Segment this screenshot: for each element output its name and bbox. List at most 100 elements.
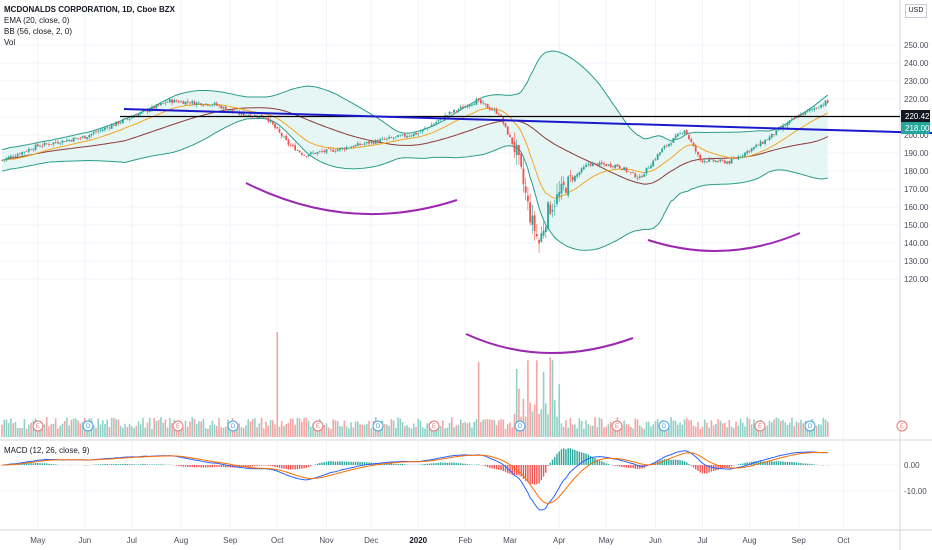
level-price-tag-text: 220.42 bbox=[905, 112, 930, 121]
bb-legend[interactable]: BB (56, close, 2, 0) bbox=[4, 27, 73, 36]
candle-body bbox=[388, 137, 391, 139]
candle-body bbox=[529, 202, 532, 223]
macd-hist-bar bbox=[182, 465, 184, 467]
candle-body bbox=[390, 137, 393, 139]
volume-bar bbox=[119, 425, 122, 437]
macd-hist-bar bbox=[475, 464, 478, 465]
vol-legend[interactable]: Vol bbox=[4, 38, 16, 47]
macd-hist-bar bbox=[433, 463, 435, 465]
volume-bar bbox=[679, 422, 681, 437]
volume-bar bbox=[638, 425, 641, 437]
volume-bar bbox=[417, 418, 420, 437]
candle-body bbox=[746, 151, 749, 154]
macd-hist-bar bbox=[719, 465, 722, 469]
candle-body bbox=[643, 174, 646, 177]
candle-body bbox=[283, 136, 285, 138]
ema-legend[interactable]: EMA (20, close, 0) bbox=[4, 16, 70, 25]
volume-bar bbox=[388, 425, 390, 437]
candle-body bbox=[603, 163, 605, 165]
volume-bar bbox=[741, 422, 744, 437]
volume-bar bbox=[748, 418, 751, 437]
candle-body bbox=[383, 139, 386, 140]
volume-bar bbox=[737, 425, 740, 437]
volume-bar bbox=[155, 421, 158, 437]
macd-hist-bar bbox=[222, 465, 225, 468]
volume-bar bbox=[327, 427, 330, 437]
candle-body bbox=[750, 148, 753, 152]
candle-body bbox=[1, 160, 3, 161]
event-circle bbox=[514, 420, 526, 432]
macd-hist-bar bbox=[757, 461, 760, 465]
volume-bar bbox=[489, 419, 491, 437]
volume-bar bbox=[341, 426, 343, 437]
macd-hist-bar bbox=[102, 464, 104, 465]
macd-hist-bar bbox=[477, 464, 480, 465]
macd-hist-bar bbox=[464, 463, 466, 465]
volume-bar bbox=[77, 420, 79, 437]
macd-hist-bar bbox=[162, 464, 164, 465]
candle-body bbox=[184, 101, 187, 105]
volume-bar bbox=[339, 426, 341, 437]
candle-body bbox=[300, 152, 303, 155]
volume-bar bbox=[710, 420, 713, 437]
volume-bar bbox=[623, 420, 625, 437]
candle-body bbox=[473, 103, 476, 105]
macd-hist-bar bbox=[632, 465, 634, 469]
volume-bar bbox=[12, 423, 14, 437]
volume-bar bbox=[99, 424, 102, 437]
macd-legend[interactable]: MACD (12, 26, close, 9) bbox=[4, 446, 90, 455]
volume-bar bbox=[285, 423, 288, 437]
volume-bar bbox=[647, 421, 650, 437]
candle-body bbox=[339, 147, 341, 151]
macd-hist-bar bbox=[336, 461, 339, 465]
candle-body bbox=[782, 125, 784, 130]
candle-body bbox=[493, 109, 496, 111]
candle-body bbox=[426, 127, 429, 129]
volume-bar bbox=[182, 428, 185, 437]
price-tick-label: 200.00 bbox=[904, 131, 929, 140]
macd-hist-bar bbox=[41, 463, 43, 465]
macd-hist-bar bbox=[603, 462, 605, 465]
macd-hist-bar bbox=[717, 465, 719, 470]
candle-body bbox=[511, 137, 514, 144]
candle-body bbox=[30, 149, 32, 151]
candle-body bbox=[227, 110, 229, 111]
symbol-title[interactable]: MCDONALDS CORPORATION, 1D, Cboe BZX bbox=[4, 5, 175, 14]
volume-bar bbox=[79, 423, 82, 437]
candle-body bbox=[811, 109, 813, 110]
volume-bar bbox=[28, 424, 30, 437]
volume-bar bbox=[439, 425, 442, 437]
volume-bar bbox=[303, 417, 305, 437]
volume-bar bbox=[692, 425, 695, 437]
volume-bar bbox=[701, 426, 704, 437]
event-circle bbox=[172, 420, 184, 432]
candle-body bbox=[524, 186, 527, 193]
candle-body bbox=[793, 118, 796, 119]
volume-bar bbox=[128, 423, 131, 437]
volume-bar bbox=[151, 428, 153, 437]
volume-bar bbox=[466, 423, 469, 437]
volume-bar bbox=[200, 421, 202, 437]
candle-body bbox=[305, 156, 308, 157]
macd-hist-bar bbox=[457, 463, 460, 465]
level-price-tag-bg bbox=[901, 110, 930, 122]
candle-body bbox=[509, 135, 511, 137]
macd-hist-bar bbox=[119, 464, 122, 465]
volume-bar bbox=[296, 417, 299, 437]
event-label: D bbox=[376, 424, 381, 430]
currency-label[interactable]: USD bbox=[905, 4, 927, 18]
volume-bar bbox=[133, 428, 135, 437]
volume-bar bbox=[574, 424, 576, 437]
volume-bar bbox=[247, 419, 249, 437]
candle-body bbox=[97, 131, 100, 132]
macd-hist-bar bbox=[310, 465, 312, 466]
macd-hist-bar bbox=[726, 465, 728, 468]
candle-body bbox=[77, 138, 79, 139]
macd-hist-bar bbox=[359, 461, 361, 465]
candle-body bbox=[95, 131, 97, 133]
candle-body bbox=[688, 134, 690, 140]
macd-hist-bar bbox=[766, 461, 769, 465]
candle-body bbox=[589, 163, 592, 166]
candle-body bbox=[652, 160, 655, 167]
